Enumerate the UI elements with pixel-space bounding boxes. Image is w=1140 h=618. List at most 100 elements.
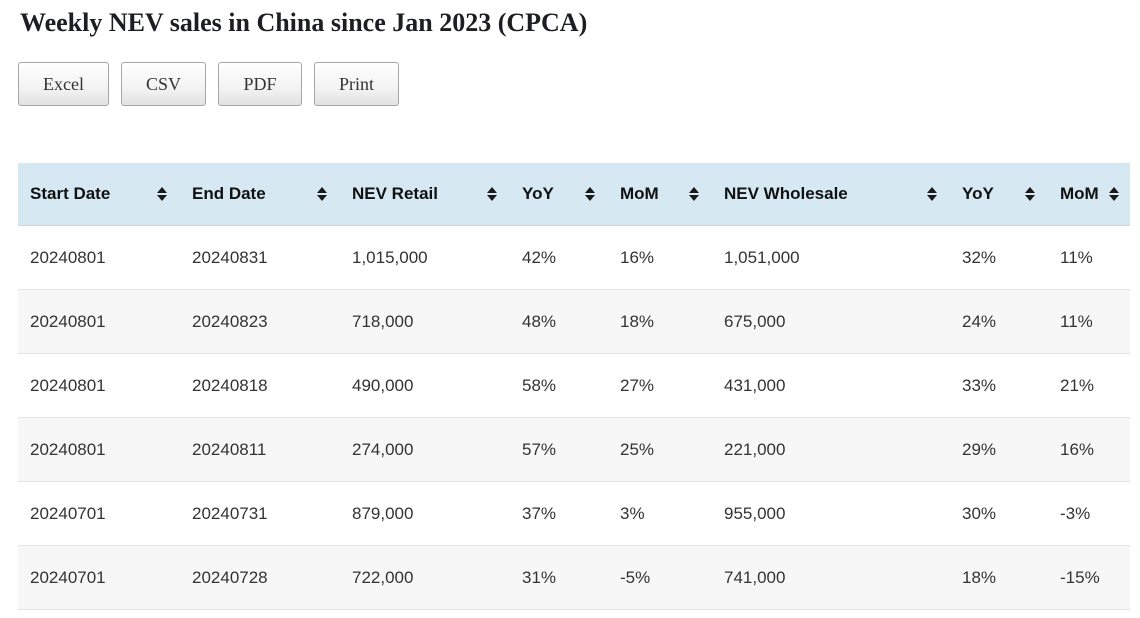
column-header-label: Start Date bbox=[30, 184, 111, 204]
cell-yoy-6: 29% bbox=[950, 417, 1048, 483]
cell-mom-7: 11% bbox=[1048, 289, 1130, 355]
column-header-mom-7[interactable]: MoM bbox=[1048, 162, 1130, 227]
sort-asc-icon bbox=[317, 187, 327, 194]
cell-yoy-3: 37% bbox=[510, 481, 608, 547]
cell-mom-4: -5% bbox=[608, 545, 712, 611]
cell-nev-wholesale-5: 955,000 bbox=[712, 481, 950, 547]
sort-desc-icon bbox=[585, 195, 595, 202]
cell-nev-wholesale-5: 1,051,000 bbox=[712, 225, 950, 291]
sort-asc-icon bbox=[927, 187, 937, 194]
table-row: 20240801 20240818 490,000 58% 27% 431,000 33% 2… bbox=[18, 353, 1130, 419]
sort-up-down-icon[interactable] bbox=[1099, 187, 1119, 202]
export-toolbar: Excel CSV PDF Print bbox=[18, 61, 1140, 106]
cell-yoy-6: 24% bbox=[950, 289, 1048, 355]
sort-desc-icon bbox=[157, 195, 167, 202]
sort-asc-icon bbox=[157, 187, 167, 194]
cell-end-date-1: 20240831 bbox=[180, 225, 340, 291]
page-title: Weekly NEV sales in China since Jan 2023… bbox=[20, 8, 588, 37]
cell-nev-retail-2: 722,000 bbox=[340, 545, 510, 611]
nev-sales-table-container: Start Date End Date NEV Retail YoY MoM NEV Wh… bbox=[18, 162, 1140, 611]
pdf-export-button[interactable]: PDF bbox=[218, 61, 302, 106]
cell-mom-7: 16% bbox=[1048, 417, 1130, 483]
sort-up-down-icon[interactable] bbox=[147, 187, 167, 202]
cell-mom-7: -3% bbox=[1048, 481, 1130, 547]
cell-nev-retail-2: 879,000 bbox=[340, 481, 510, 547]
cell-nev-retail-2: 718,000 bbox=[340, 289, 510, 355]
table-header: Start Date End Date NEV Retail YoY MoM NEV Wh… bbox=[18, 162, 1130, 227]
sort-up-down-icon[interactable] bbox=[679, 187, 699, 202]
cell-mom-7: 11% bbox=[1048, 225, 1130, 291]
cell-start-date-0: 20240801 bbox=[18, 417, 180, 483]
cell-yoy-3: 58% bbox=[510, 353, 608, 419]
sort-up-down-icon[interactable] bbox=[307, 187, 327, 202]
table-row: 20240701 20240731 879,000 37% 3% 955,000 30% -3… bbox=[18, 481, 1130, 547]
column-header-label: End Date bbox=[192, 184, 266, 204]
sort-desc-icon bbox=[1108, 195, 1119, 202]
sort-desc-icon bbox=[487, 195, 497, 202]
nev-sales-table: Start Date End Date NEV Retail YoY MoM NEV Wh… bbox=[18, 162, 1130, 611]
sort-up-down-icon[interactable] bbox=[1015, 187, 1035, 202]
sort-desc-icon bbox=[317, 195, 327, 202]
column-header-yoy-3[interactable]: YoY bbox=[510, 162, 608, 227]
cell-mom-7: -15% bbox=[1048, 545, 1130, 611]
cell-yoy-3: 42% bbox=[510, 225, 608, 291]
cell-end-date-1: 20240823 bbox=[180, 289, 340, 355]
sort-asc-icon bbox=[487, 187, 497, 194]
cell-yoy-3: 31% bbox=[510, 545, 608, 611]
excel-export-button[interactable]: Excel bbox=[18, 61, 109, 106]
table-row: 20240801 20240823 718,000 48% 18% 675,000 24% 1… bbox=[18, 289, 1130, 355]
column-header-label: NEV Retail bbox=[352, 184, 438, 204]
cell-start-date-0: 20240801 bbox=[18, 289, 180, 355]
cell-end-date-1: 20240731 bbox=[180, 481, 340, 547]
cell-mom-4: 3% bbox=[608, 481, 712, 547]
sort-up-down-icon[interactable] bbox=[917, 187, 937, 202]
sort-asc-icon bbox=[1025, 187, 1035, 194]
column-header-end-date-1[interactable]: End Date bbox=[180, 162, 340, 227]
column-header-nev-retail-2[interactable]: NEV Retail bbox=[340, 162, 510, 227]
table-header-row: Start Date End Date NEV Retail YoY MoM NEV Wh… bbox=[18, 162, 1130, 227]
table-body: 20240801 20240831 1,015,000 42% 16% 1,051,000… bbox=[18, 225, 1130, 611]
column-header-label: MoM bbox=[1060, 184, 1099, 204]
cell-yoy-3: 57% bbox=[510, 417, 608, 483]
column-header-label: MoM bbox=[620, 184, 659, 204]
cell-mom-7: 21% bbox=[1048, 353, 1130, 419]
sort-up-down-icon[interactable] bbox=[477, 187, 497, 202]
cell-nev-wholesale-5: 221,000 bbox=[712, 417, 950, 483]
cell-mom-4: 18% bbox=[608, 289, 712, 355]
cell-end-date-1: 20240818 bbox=[180, 353, 340, 419]
sort-desc-icon bbox=[1025, 195, 1035, 202]
column-header-nev-wholesale-5[interactable]: NEV Wholesale bbox=[712, 162, 950, 227]
sort-up-down-icon[interactable] bbox=[575, 187, 595, 202]
cell-mom-4: 27% bbox=[608, 353, 712, 419]
column-header-yoy-6[interactable]: YoY bbox=[950, 162, 1048, 227]
cell-yoy-6: 30% bbox=[950, 481, 1048, 547]
column-header-start-date-0[interactable]: Start Date bbox=[18, 162, 180, 227]
sort-asc-icon bbox=[689, 187, 699, 194]
cell-nev-wholesale-5: 431,000 bbox=[712, 353, 950, 419]
column-header-mom-4[interactable]: MoM bbox=[608, 162, 712, 227]
cell-end-date-1: 20240728 bbox=[180, 545, 340, 611]
sort-asc-icon bbox=[1108, 187, 1119, 194]
cell-nev-wholesale-5: 675,000 bbox=[712, 289, 950, 355]
csv-export-button[interactable]: CSV bbox=[120, 61, 206, 106]
table-row: 20240801 20240831 1,015,000 42% 16% 1,051,000… bbox=[18, 225, 1130, 291]
table-row: 20240801 20240811 274,000 57% 25% 221,000 29% 1… bbox=[18, 417, 1130, 483]
cell-nev-retail-2: 490,000 bbox=[340, 353, 510, 419]
column-header-label: YoY bbox=[962, 184, 994, 204]
column-header-label: NEV Wholesale bbox=[724, 184, 848, 204]
sort-asc-icon bbox=[585, 187, 595, 194]
table-row: 20240701 20240728 722,000 31% -5% 741,000 18% -… bbox=[18, 545, 1130, 611]
cell-mom-4: 25% bbox=[608, 417, 712, 483]
cell-end-date-1: 20240811 bbox=[180, 417, 340, 483]
cell-start-date-0: 20240801 bbox=[18, 353, 180, 419]
cell-yoy-6: 18% bbox=[950, 545, 1048, 611]
cell-mom-4: 16% bbox=[608, 225, 712, 291]
cell-start-date-0: 20240701 bbox=[18, 545, 180, 611]
print-button[interactable]: Print bbox=[314, 61, 400, 106]
sort-desc-icon bbox=[927, 195, 937, 202]
column-header-label: YoY bbox=[522, 184, 554, 204]
cell-yoy-3: 48% bbox=[510, 289, 608, 355]
cell-nev-wholesale-5: 741,000 bbox=[712, 545, 950, 611]
cell-nev-retail-2: 274,000 bbox=[340, 417, 510, 483]
